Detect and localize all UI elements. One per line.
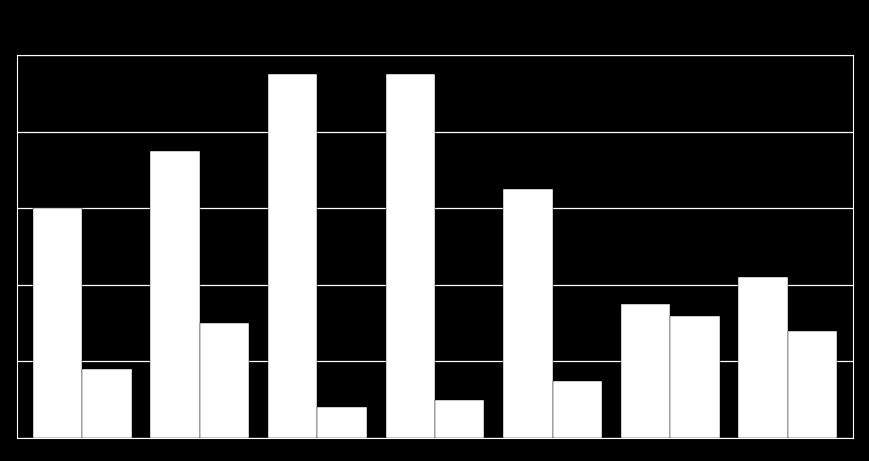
Bar [82,369,131,438]
Bar [268,74,317,438]
Bar [434,400,484,438]
Bar [150,151,200,438]
Bar [787,331,836,438]
Bar [200,323,249,438]
Bar [552,380,601,438]
Bar [620,304,669,438]
Bar [317,408,367,438]
Bar [33,208,82,438]
Bar [669,315,719,438]
Bar [385,74,434,438]
Bar [738,277,787,438]
Bar [502,189,552,438]
